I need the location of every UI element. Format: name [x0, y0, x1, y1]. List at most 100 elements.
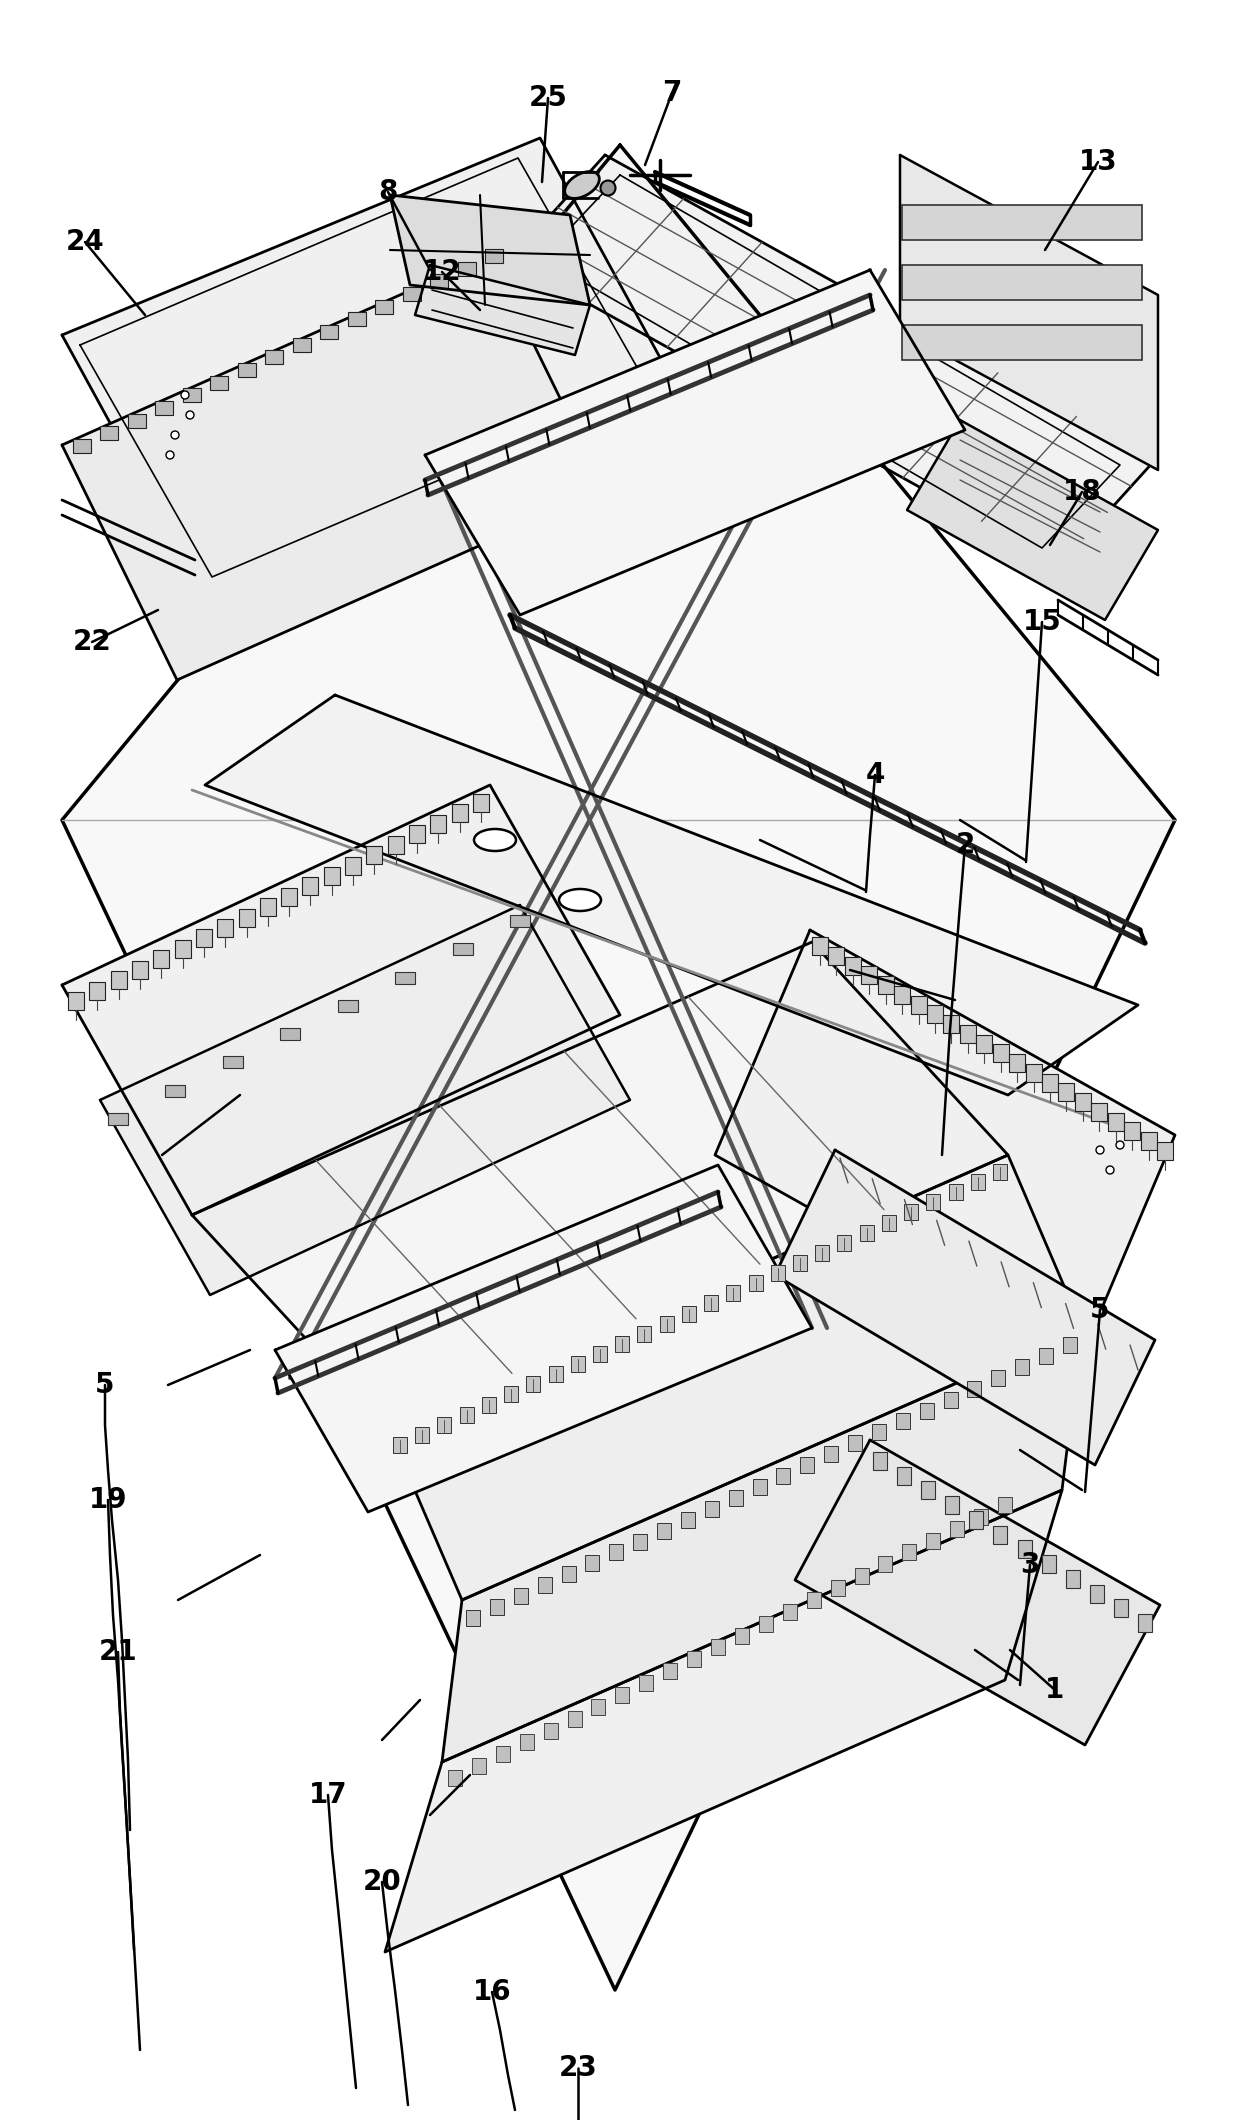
Bar — [657, 1522, 671, 1539]
Bar — [837, 1234, 852, 1251]
Bar — [993, 1045, 1008, 1062]
Circle shape — [181, 390, 188, 399]
Polygon shape — [192, 941, 1008, 1429]
Text: 13: 13 — [1079, 148, 1117, 176]
Bar — [776, 1467, 790, 1484]
Bar — [895, 1414, 910, 1429]
Text: 3: 3 — [1021, 1552, 1039, 1579]
Polygon shape — [62, 254, 605, 681]
Bar — [505, 1386, 518, 1403]
Bar — [165, 1085, 186, 1096]
Bar — [970, 1512, 983, 1529]
Bar — [460, 1408, 474, 1423]
Bar — [128, 413, 146, 428]
Bar — [1075, 1094, 1091, 1111]
Bar — [89, 982, 105, 999]
Bar — [878, 975, 894, 994]
Polygon shape — [425, 269, 965, 615]
Text: 4: 4 — [866, 761, 884, 789]
Bar — [634, 1533, 647, 1550]
Bar — [345, 856, 361, 876]
Bar — [293, 337, 311, 352]
Bar — [1107, 1113, 1123, 1130]
Bar — [812, 937, 828, 954]
Bar — [1138, 1613, 1152, 1632]
Bar — [403, 286, 420, 301]
Bar — [393, 1437, 407, 1452]
Ellipse shape — [600, 180, 615, 195]
Bar — [759, 1615, 773, 1632]
Bar — [921, 1482, 935, 1499]
Bar — [196, 929, 212, 948]
Bar — [396, 971, 415, 984]
Bar — [1018, 1541, 1032, 1558]
Bar — [771, 1266, 785, 1280]
Bar — [910, 996, 926, 1013]
Bar — [960, 1024, 976, 1043]
Bar — [68, 992, 84, 1009]
Bar — [640, 1675, 653, 1692]
Bar — [337, 1001, 357, 1011]
Bar — [430, 814, 446, 833]
Bar — [543, 1724, 558, 1738]
Bar — [687, 1651, 701, 1666]
Bar — [926, 1194, 940, 1211]
Bar — [472, 1757, 486, 1774]
Bar — [490, 1598, 503, 1615]
Bar — [238, 909, 254, 926]
Bar — [971, 1174, 985, 1189]
Bar — [211, 375, 228, 390]
Bar — [593, 1346, 608, 1361]
Bar — [975, 1509, 988, 1524]
Bar — [928, 1005, 942, 1024]
Bar — [873, 1452, 887, 1469]
Bar — [753, 1480, 766, 1495]
Bar — [615, 1336, 629, 1353]
Polygon shape — [900, 155, 1158, 471]
Bar — [825, 1446, 838, 1463]
Text: 1: 1 — [1045, 1677, 1065, 1704]
Bar — [538, 1577, 552, 1594]
Circle shape — [166, 452, 174, 460]
Text: 21: 21 — [99, 1639, 138, 1666]
Bar — [807, 1592, 821, 1607]
Polygon shape — [275, 1166, 812, 1512]
Circle shape — [1106, 1166, 1114, 1174]
Bar — [1025, 1064, 1042, 1081]
Bar — [155, 401, 174, 416]
Bar — [782, 1605, 797, 1620]
Polygon shape — [205, 695, 1138, 1096]
Bar — [950, 1520, 965, 1537]
Bar — [848, 1435, 862, 1452]
Bar — [568, 1711, 582, 1726]
Text: 24: 24 — [66, 229, 104, 257]
Bar — [510, 916, 529, 926]
Bar — [878, 1556, 893, 1573]
Bar — [347, 312, 366, 326]
Circle shape — [171, 430, 179, 439]
Ellipse shape — [564, 172, 599, 199]
Bar — [609, 1545, 624, 1560]
Text: 5: 5 — [95, 1372, 115, 1399]
Bar — [1141, 1132, 1157, 1151]
Bar — [131, 960, 148, 979]
Polygon shape — [62, 144, 1176, 1991]
Bar — [854, 1569, 868, 1584]
Polygon shape — [715, 931, 1176, 1361]
Bar — [280, 1028, 300, 1041]
Bar — [513, 1588, 528, 1605]
Bar — [388, 835, 404, 854]
Bar — [175, 939, 191, 958]
Bar — [729, 1490, 743, 1505]
Bar — [944, 1015, 960, 1032]
Bar — [926, 1533, 940, 1548]
Polygon shape — [795, 1439, 1159, 1745]
Bar — [110, 971, 126, 990]
Bar — [453, 943, 472, 956]
Bar — [415, 1427, 429, 1444]
Circle shape — [1096, 1147, 1104, 1153]
Bar — [1039, 1348, 1053, 1363]
Bar — [1016, 1359, 1029, 1376]
Bar — [993, 1164, 1007, 1181]
Bar — [367, 846, 382, 865]
